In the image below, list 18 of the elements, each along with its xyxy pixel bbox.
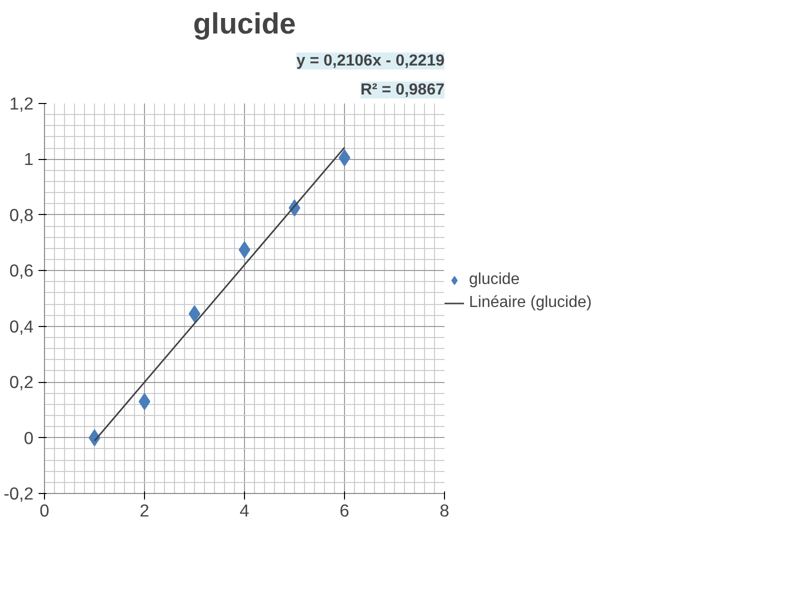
x-tick-label: 8 — [440, 500, 450, 520]
text: y = 0,2106x - 0,2219 — [296, 52, 445, 70]
text: R² = 0,9867 — [360, 82, 445, 98]
legend-label: glucide — [469, 271, 520, 289]
y-tick-label: 0,8 — [9, 204, 34, 225]
x-tick-label: 6 — [340, 500, 350, 520]
legend-label: Linéaire (glucide) — [469, 294, 592, 312]
y-tick-label: 1,2 — [9, 94, 34, 114]
y-tick-label: -0,2 — [4, 484, 34, 504]
x-tick-label: 4 — [240, 500, 250, 520]
x-tick-label: 2 — [140, 500, 150, 520]
y-tick-label: 0,4 — [9, 316, 34, 336]
y-tick-label: 0 — [24, 428, 34, 448]
y-tick-label: 0,2 — [9, 372, 34, 392]
x-tick-label: 0 — [40, 500, 50, 520]
y-tick-label: 0,6 — [9, 260, 34, 281]
y-tick-label: 1 — [24, 149, 34, 170]
chart-title: glucide — [193, 8, 296, 40]
